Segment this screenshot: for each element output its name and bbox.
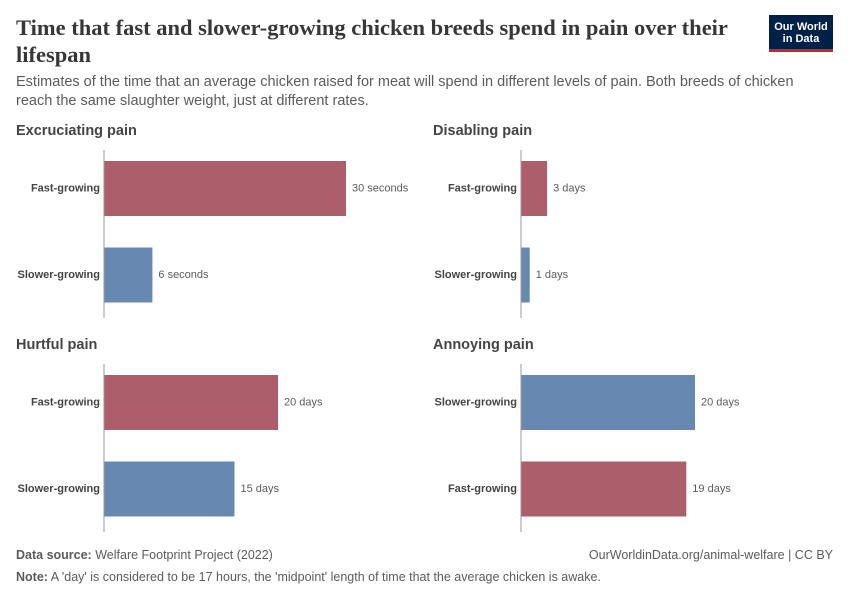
url: OurWorldinData.org/animal-welfare | CC B… [588, 548, 833, 562]
category-label: Fast-growing [448, 182, 517, 194]
bar [104, 161, 346, 216]
logo: Our World in Data [769, 15, 833, 52]
title: Time that fast and slower-growing chicke… [16, 15, 728, 67]
bar [521, 247, 530, 303]
bar [521, 375, 695, 430]
bar [521, 161, 548, 216]
value-label: 15 days [241, 483, 280, 495]
logo-line: in Data [782, 33, 820, 45]
panel-title: Annoying pain [433, 337, 534, 353]
bar [104, 375, 278, 430]
note-text: A 'day' is considered to be 17 hours, th… [50, 570, 601, 584]
value-label: 30 seconds [352, 182, 409, 194]
category-label: Slower-growing [18, 483, 101, 495]
value-label: 20 days [284, 396, 323, 408]
note-label: Note: [16, 570, 48, 584]
note: Note: A 'day' is considered to be 17 hou… [16, 570, 601, 584]
value-label: 6 seconds [158, 269, 209, 281]
source-label: Data source: [16, 548, 92, 562]
category-label: Fast-growing [31, 182, 100, 194]
charts: Excruciating pain Fast-growing 30 seconds S… [16, 123, 740, 532]
category-label: Fast-growing [448, 483, 517, 495]
source: Data source: Welfare Footprint Project (… [16, 548, 273, 562]
value-label: 19 days [692, 483, 731, 495]
category-label: Slower-growing [18, 269, 101, 281]
value-label: 1 days [536, 269, 569, 281]
panel-title: Hurtful pain [16, 337, 97, 353]
subtitle: Estimates of the time that an average ch… [16, 74, 794, 109]
bar [104, 247, 153, 303]
panel-title: Excruciating pain [16, 123, 137, 139]
value-label: 3 days [553, 182, 586, 194]
category-label: Fast-growing [31, 396, 100, 408]
bar [104, 461, 235, 517]
value-label: 20 days [701, 396, 740, 408]
category-label: Slower-growing [435, 396, 518, 408]
bar [521, 461, 687, 517]
category-label: Slower-growing [435, 269, 518, 281]
logo-line: Our World [774, 21, 828, 33]
source-text: Welfare Footprint Project (2022) [95, 548, 273, 562]
panel-title: Disabling pain [433, 123, 532, 139]
